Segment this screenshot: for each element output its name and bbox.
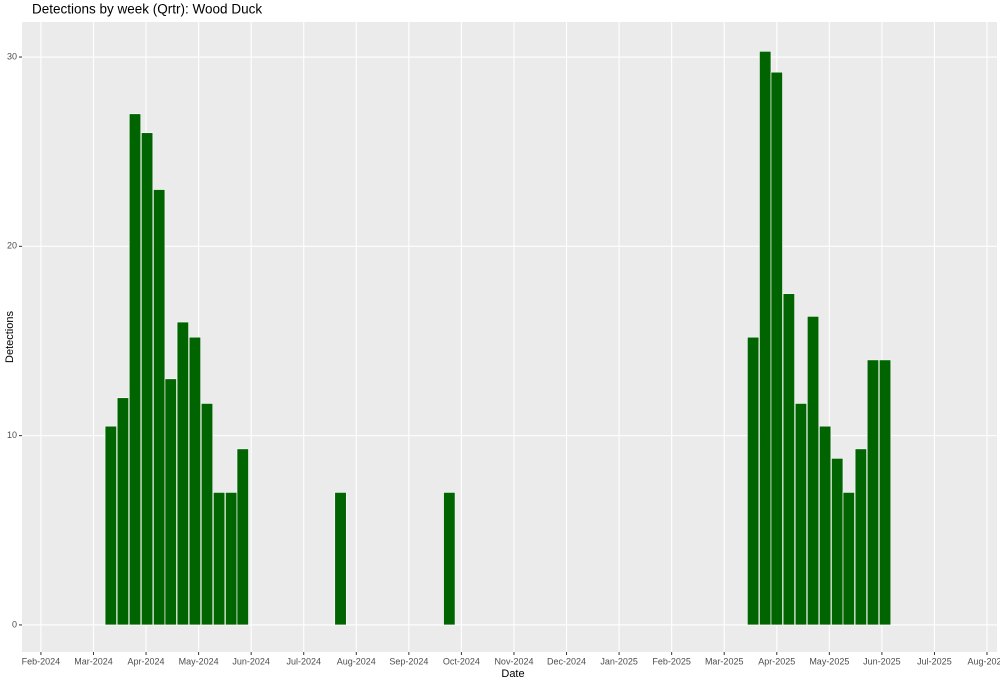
x-tick-label: Jan-2025 bbox=[600, 656, 638, 666]
x-tick-label: Sep-2024 bbox=[389, 656, 428, 666]
bar bbox=[116, 397, 129, 626]
x-tick-label: Jul-2024 bbox=[286, 656, 321, 666]
bar bbox=[866, 359, 880, 626]
bar bbox=[443, 492, 456, 626]
bar bbox=[128, 113, 142, 626]
chart-title: Detections by week (Qrtr): Wood Duck bbox=[32, 2, 262, 17]
x-tick-label: Aug-2025 bbox=[967, 656, 1000, 666]
bar bbox=[104, 425, 117, 626]
x-tick-label: Jun-2024 bbox=[232, 656, 270, 666]
bar bbox=[188, 336, 201, 626]
bar bbox=[794, 403, 807, 626]
bar bbox=[831, 458, 844, 626]
bar bbox=[770, 71, 783, 626]
y-tick-label: 20 bbox=[7, 241, 17, 251]
bar bbox=[842, 492, 855, 626]
x-tick-label: Feb-2025 bbox=[652, 656, 691, 666]
x-tick-label: Apr-2024 bbox=[128, 656, 165, 666]
bar bbox=[164, 378, 177, 626]
x-tick-label: Feb-2024 bbox=[22, 656, 61, 666]
bar bbox=[854, 448, 867, 626]
bar bbox=[806, 316, 820, 626]
y-axis-title: Detections bbox=[4, 311, 16, 363]
y-tick-label: 0 bbox=[12, 619, 17, 629]
bar bbox=[782, 293, 795, 626]
y-tick-label: 10 bbox=[7, 430, 17, 440]
bar bbox=[878, 359, 892, 626]
bar bbox=[819, 425, 832, 626]
x-tick-label: Apr-2025 bbox=[758, 656, 795, 666]
x-tick-label: Mar-2024 bbox=[74, 656, 113, 666]
bar bbox=[176, 321, 189, 626]
x-tick-label: Jun-2025 bbox=[863, 656, 901, 666]
bar bbox=[141, 132, 154, 626]
bar bbox=[225, 492, 238, 626]
x-tick-label: Aug-2024 bbox=[337, 656, 376, 666]
x-tick-label: Jul-2025 bbox=[917, 656, 952, 666]
x-axis-title: Date bbox=[501, 668, 524, 680]
bar bbox=[153, 189, 166, 626]
y-tick-label: 30 bbox=[7, 51, 17, 61]
bar bbox=[747, 336, 760, 626]
bar bbox=[213, 492, 226, 626]
bar bbox=[759, 51, 772, 626]
x-tick-label: Oct-2024 bbox=[443, 656, 480, 666]
bar bbox=[334, 492, 347, 626]
x-tick-label: Nov-2024 bbox=[494, 656, 533, 666]
x-tick-label: Dec-2024 bbox=[547, 656, 586, 666]
x-tick-label: May-2024 bbox=[179, 656, 219, 666]
x-tick-label: May-2025 bbox=[809, 656, 849, 666]
x-tick-label: Mar-2025 bbox=[705, 656, 744, 666]
bar bbox=[200, 403, 214, 626]
bar bbox=[236, 448, 249, 626]
